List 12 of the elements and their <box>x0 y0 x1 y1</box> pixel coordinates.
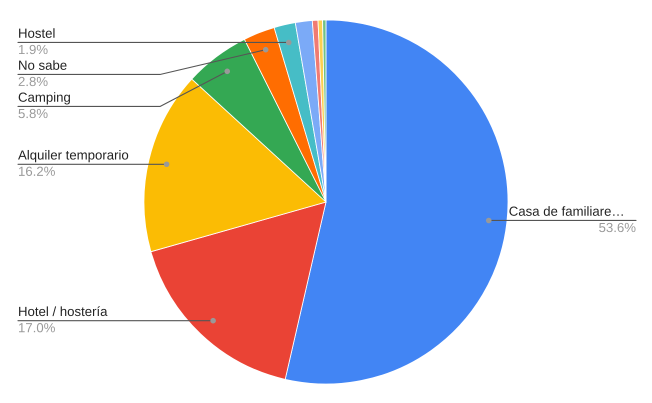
slice-label: No sabe <box>19 60 67 70</box>
data-label: 53.6% <box>599 222 636 232</box>
data-label: 1.9% <box>19 44 48 54</box>
slice-label: Hostel <box>19 28 55 38</box>
data-label: 5.8% <box>18 108 48 118</box>
slice-label: Casa de familiare… <box>509 206 623 216</box>
slice-label: Camping <box>18 92 70 104</box>
data-label: 16.2% <box>19 166 55 176</box>
data-label: 17.0% <box>19 323 55 332</box>
slice-label: Hotel / hostería <box>19 306 108 316</box>
slice-label: Alquiler temporario <box>18 150 128 162</box>
data-label: 2.8% <box>18 76 48 86</box>
